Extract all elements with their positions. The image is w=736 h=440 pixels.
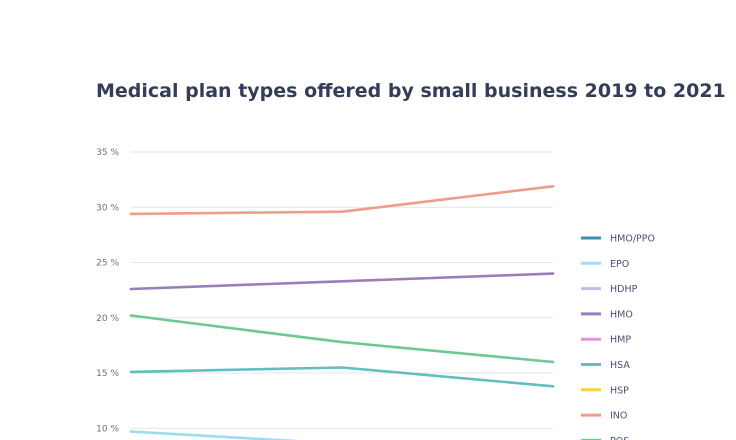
legend-label: HSP bbox=[610, 385, 629, 396]
data-point bbox=[129, 430, 133, 433]
series-line-ino bbox=[129, 185, 555, 216]
y-tick-label: 35 % bbox=[96, 148, 119, 158]
data-point bbox=[340, 210, 344, 213]
legend-label: HDHP bbox=[610, 284, 638, 295]
legend-item-hmo[interactable]: HMO bbox=[581, 309, 633, 320]
y-tick-label: 20 % bbox=[96, 314, 119, 324]
data-point bbox=[129, 370, 133, 374]
y-tick-label: 30 % bbox=[96, 203, 119, 213]
legend-item-hsp[interactable]: HSP bbox=[581, 385, 629, 396]
series-line-epo bbox=[129, 430, 301, 440]
series-line-hsa bbox=[129, 366, 555, 388]
legend-label: HMO bbox=[610, 309, 633, 320]
data-point bbox=[340, 366, 344, 369]
legend-label: POS bbox=[610, 436, 629, 440]
series-line-pos bbox=[129, 314, 555, 364]
legend-label: EPO bbox=[610, 259, 629, 270]
legend-item-pos[interactable]: POS bbox=[581, 436, 629, 440]
data-point bbox=[129, 314, 133, 317]
y-tick-label: 25 % bbox=[96, 259, 119, 269]
y-axis-ticks: 35 % 30 % 25 % 20 % 15 % 10 % bbox=[96, 148, 119, 434]
legend-item-epo[interactable]: EPO bbox=[581, 259, 629, 270]
y-tick-label: 15 % bbox=[96, 369, 119, 379]
legend-item-ino[interactable]: INO bbox=[581, 411, 627, 422]
series-lines bbox=[129, 184, 555, 440]
data-point bbox=[129, 212, 133, 216]
data-point bbox=[340, 279, 344, 283]
data-point bbox=[551, 184, 555, 188]
legend-label: HMP bbox=[610, 335, 631, 346]
legend-item-hmo-ppo[interactable]: HMO/PPO bbox=[581, 234, 655, 245]
data-point bbox=[340, 340, 344, 344]
data-point bbox=[129, 287, 133, 291]
data-point bbox=[551, 384, 555, 388]
y-tick-label: 10 % bbox=[96, 424, 119, 434]
legend-label: HSA bbox=[610, 360, 630, 371]
legend: HMO/PPO EPO HDHP HMO HMP HSA HSP INO POS bbox=[581, 234, 655, 440]
legend-item-hmp[interactable]: HMP bbox=[581, 335, 631, 346]
data-point bbox=[551, 272, 555, 275]
gridlines bbox=[131, 151, 553, 429]
legend-label: INO bbox=[610, 411, 627, 422]
data-point bbox=[551, 360, 555, 364]
legend-item-hsa[interactable]: HSA bbox=[581, 360, 630, 371]
legend-label: HMO/PPO bbox=[610, 234, 655, 245]
chart-title: Medical plan types offered by small busi… bbox=[96, 80, 726, 102]
legend-item-hdhp[interactable]: HDHP bbox=[581, 284, 638, 295]
